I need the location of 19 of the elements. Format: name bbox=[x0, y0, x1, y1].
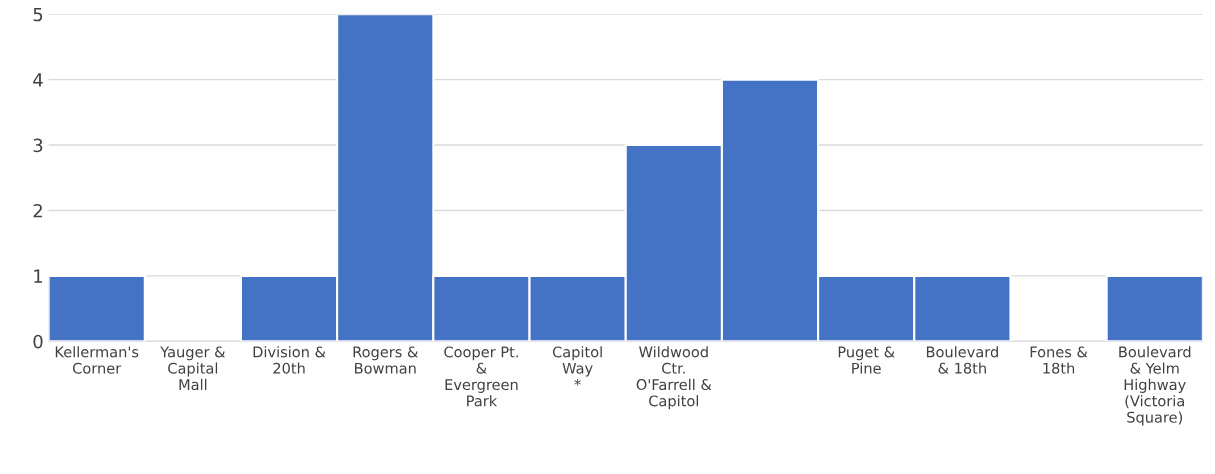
y-tick-label: 3 bbox=[33, 138, 43, 153]
y-tick-label: 0 bbox=[33, 334, 43, 349]
x-tick-label: Cooper Pt. & Evergreen Park bbox=[444, 346, 518, 407]
y-tick-label: 4 bbox=[33, 73, 43, 87]
x-tick-label: Yauger & Capital Mall bbox=[160, 346, 226, 391]
x-tick-label: Wildwood Ctr. O'Farrell & Capitol bbox=[636, 346, 712, 410]
y-tick-label: 2 bbox=[33, 203, 42, 218]
bar bbox=[48, 274, 146, 342]
x-tick-label: Capitol Way * bbox=[552, 346, 602, 386]
x-tick-label: Kellerman's Corner bbox=[55, 346, 139, 374]
x-tick-label: Puget & Pine bbox=[838, 346, 895, 374]
x-tick-label: Fones & 18th bbox=[1030, 346, 1088, 374]
x-tick-label: Rogers & Bowman bbox=[353, 346, 418, 374]
x-tick-label: Division & 20th bbox=[253, 346, 326, 374]
x-tick-label: Boulevard & 18th bbox=[926, 346, 998, 374]
y-tick-label: 1 bbox=[34, 269, 43, 283]
bar bbox=[1105, 274, 1203, 342]
x-tick-label: Boulevard & Yelm Highway (Victoria Square) bbox=[1119, 346, 1191, 426]
y-tick-label: 5 bbox=[33, 7, 43, 22]
